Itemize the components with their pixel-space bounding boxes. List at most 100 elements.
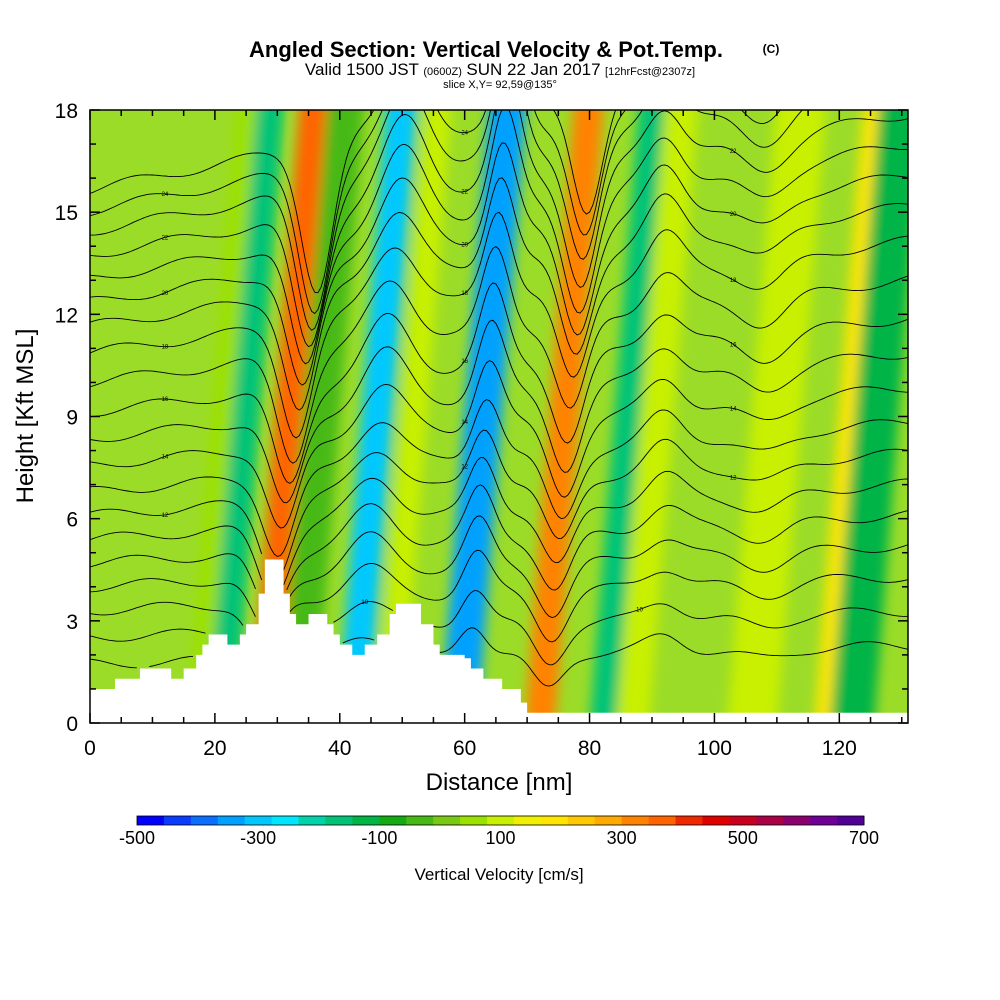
theta-contour-6 xyxy=(90,429,908,571)
velocity-band-9 xyxy=(590,110,664,723)
colorbar-tick-label: -300 xyxy=(240,828,276,848)
velocity-band-5 xyxy=(377,110,452,723)
colorbar-swatch xyxy=(379,816,407,825)
axis-ticks xyxy=(89,109,908,724)
contour-label-12-0: 18 xyxy=(162,345,169,351)
colorbar-swatch xyxy=(433,816,461,825)
colorbar-tick-labels: -500 -300 -100 100 300 500 700 xyxy=(119,828,879,848)
plot-area: 10 10 12 12 12 14 14 14 16 16 16 18 18 18 20 20 20 22 22 22… xyxy=(90,110,908,723)
y-tick-label: 6 xyxy=(66,509,78,532)
x-tick-label: 40 xyxy=(328,737,351,760)
theta-contour-19 xyxy=(90,110,617,294)
contour-label-12-4: 18 xyxy=(730,278,737,284)
colorbar-swatch xyxy=(487,816,515,825)
y-tick-labels: 0 3 6 9 12 15 18 xyxy=(55,100,78,736)
theta-contour-5 xyxy=(90,457,908,586)
colorbar-swatch xyxy=(163,816,192,825)
y-tick-label: 3 xyxy=(66,611,78,634)
y-tick-label: 12 xyxy=(55,304,78,327)
colorbar-swatch xyxy=(540,816,569,825)
contour-label-10-2: 16 xyxy=(461,359,468,365)
y-tick-label: 15 xyxy=(55,202,78,225)
theta-contour-1 xyxy=(90,590,908,666)
colorbar-swatch xyxy=(352,816,380,825)
colorbar-tick-label: 100 xyxy=(485,828,515,848)
y-tick-label: 0 xyxy=(66,713,78,736)
contour-label-14-0: 20 xyxy=(162,291,169,297)
colorbar-label: Vertical Velocity [cm/s] xyxy=(414,865,583,884)
contour-label-16-0: 22 xyxy=(162,235,169,241)
theta-contour-18 xyxy=(90,110,781,315)
contour-label-1-3: 10 xyxy=(636,607,643,613)
theta-contour-0 xyxy=(90,627,908,687)
theta-contour-14 xyxy=(90,142,908,386)
theta-contour-12 xyxy=(90,211,908,439)
colorbar-swatch xyxy=(729,816,757,825)
subtitle-date: SUN 22 Jan 2017 xyxy=(466,60,600,79)
subtitle-forecast: [12hrFcst@2307z] xyxy=(605,66,695,78)
contour-label-6-4: 12 xyxy=(730,475,737,481)
contour-label-1-1: 10 xyxy=(361,600,368,606)
x-tick-label: 0 xyxy=(84,737,96,760)
y-axis-label: Height [Kft MSL] xyxy=(12,329,39,504)
theta-contour-16 xyxy=(90,110,908,348)
x-tick-label: 20 xyxy=(203,737,226,760)
y-tick-label: 18 xyxy=(55,100,78,123)
colorbar-swatch xyxy=(810,816,838,825)
colorbar-swatch xyxy=(325,816,353,825)
colorbar-swatch xyxy=(621,816,650,825)
contour-labels: 10 10 12 12 12 14 14 14 16 16 16 18 18 18 20 20 20 22 22 22… xyxy=(162,131,738,614)
theta-contour-4 xyxy=(90,484,908,591)
colorbar-swatch xyxy=(702,816,730,825)
contour-label-8-0: 14 xyxy=(162,454,169,460)
x-tick-label: 120 xyxy=(822,737,857,760)
theta-contour-3 xyxy=(90,515,908,618)
theta-contour-9 xyxy=(90,319,908,504)
colorbar-frame xyxy=(136,815,865,826)
colorbar-swatch xyxy=(217,816,246,825)
contour-label-12-2: 18 xyxy=(461,291,468,297)
contour-label-8-2: 14 xyxy=(461,420,468,426)
colorbar-tick-label: 700 xyxy=(849,828,879,848)
x-tick-label: 60 xyxy=(453,737,476,760)
theta-contour-8 xyxy=(90,360,908,529)
colorbar xyxy=(136,815,865,826)
colorbar-tick-label: -500 xyxy=(119,828,155,848)
velocity-band-10 xyxy=(618,110,698,723)
vertical-velocity-field xyxy=(187,110,908,723)
theta-contour-10 xyxy=(90,282,908,484)
colorbar-tick-label: 500 xyxy=(728,828,758,848)
contour-label-18-2: 24 xyxy=(461,131,468,137)
slice-label: slice X,Y= 92,59@135° xyxy=(443,79,557,91)
potential-temperature-contours xyxy=(90,110,908,687)
x-axis-label: Distance [nm] xyxy=(426,769,573,796)
contour-label-6-2: 12 xyxy=(461,465,468,471)
terrain xyxy=(90,559,908,723)
colorbar-swatch xyxy=(783,816,811,825)
velocity-band-4 xyxy=(337,110,417,723)
colorbar-swatch xyxy=(756,816,784,825)
contour-label-10-0: 16 xyxy=(162,397,169,403)
colorbar-swatch xyxy=(567,816,596,825)
theta-contour-17 xyxy=(90,110,804,331)
contour-label-10-4: 16 xyxy=(730,342,737,348)
contour-label-14-4: 20 xyxy=(730,212,737,218)
colorbar-swatch xyxy=(298,816,326,825)
theta-contour-15 xyxy=(90,110,908,365)
colorbar-swatch xyxy=(648,816,677,825)
colorbar-swatch xyxy=(137,816,165,825)
velocity-band-13 xyxy=(830,110,908,723)
colorbar-swatch xyxy=(244,816,273,825)
colorbar-swatch xyxy=(837,816,865,825)
colorbar-swatch xyxy=(406,816,434,825)
theta-contour-7 xyxy=(90,399,908,557)
colorbar-tick-label: 300 xyxy=(607,828,637,848)
subtitle-valid: Valid 1500 JST xyxy=(305,60,419,79)
contour-label-6-0: 12 xyxy=(162,513,169,519)
theta-contour-13 xyxy=(90,177,908,411)
velocity-band-1 xyxy=(207,110,284,723)
velocity-band-8 xyxy=(525,110,604,723)
contour-label-16-4: 22 xyxy=(730,149,737,155)
colorbar-swatch xyxy=(460,816,488,825)
